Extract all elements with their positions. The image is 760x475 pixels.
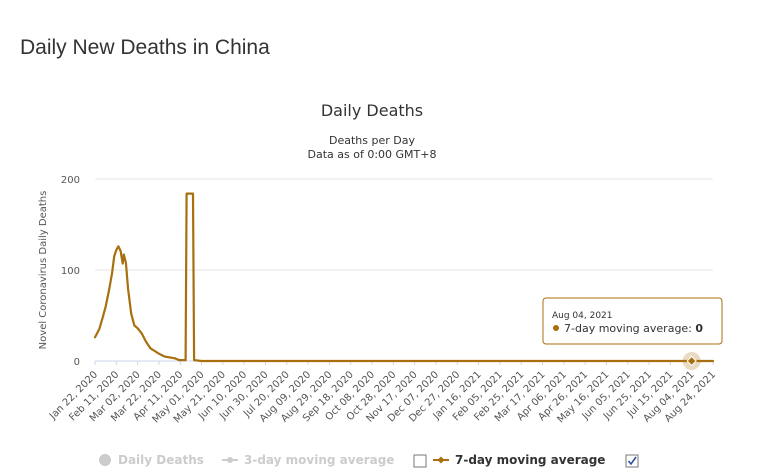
legend: Daily Deaths 3-day moving average 7-day … xyxy=(99,453,639,468)
series-layer xyxy=(93,192,715,363)
tooltip-series-dot xyxy=(553,325,559,331)
legend-item-3-day-moving-average[interactable]: 3-day moving average xyxy=(222,453,394,467)
tooltip-value: 0 xyxy=(695,322,703,335)
y-axis-label: Novel Coronavirus Daily Deaths xyxy=(38,191,49,350)
tooltip-colon: : xyxy=(688,322,695,335)
tooltip-series-label: 7-day moving average xyxy=(564,322,688,335)
legend-3-day-label: 3-day moving average xyxy=(244,453,394,467)
legend-checkbox-7-day[interactable] xyxy=(625,454,639,468)
hover-marker[interactable] xyxy=(682,352,701,370)
hover-point-diamond xyxy=(686,355,697,367)
legend-daily-deaths-dot xyxy=(99,454,111,466)
checkbox-3-day-box xyxy=(413,454,427,468)
y-tick-label: 200 xyxy=(61,175,80,186)
chart-subtitle: Deaths per Day xyxy=(329,134,415,147)
legend-7-day-diamond xyxy=(437,456,445,464)
tooltip-box xyxy=(542,297,723,345)
legend-checkbox-3-day[interactable] xyxy=(413,454,427,468)
legend-3-day-dot xyxy=(227,457,233,463)
checkbox-7-day-checkmark xyxy=(627,456,637,466)
y-tick-label: 0 xyxy=(74,357,80,368)
tooltip-series-text: 7-day moving average: 0 xyxy=(564,322,703,335)
legend-7-day-label: 7-day moving average xyxy=(455,453,605,467)
y-tick-label: 100 xyxy=(61,266,80,277)
tooltip-date: Aug 04, 2021 xyxy=(552,311,613,321)
page-title: Daily New Deaths in China xyxy=(20,36,270,59)
y-axis-ticks: 0 100 200 xyxy=(61,175,80,368)
legend-item-7-day-moving-average[interactable]: 7-day moving average xyxy=(433,453,605,467)
legend-item-daily-deaths[interactable]: Daily Deaths xyxy=(99,453,204,467)
checkbox-7-day-box xyxy=(625,454,639,468)
chart-title: Daily Deaths xyxy=(321,101,423,120)
legend-daily-deaths-label: Daily Deaths xyxy=(118,453,204,467)
chart-subtitle-data-as-of: Data as of 0:00 GMT+8 xyxy=(308,148,437,161)
tooltip: Aug 04, 2021 7-day moving average: 0 xyxy=(542,297,723,345)
